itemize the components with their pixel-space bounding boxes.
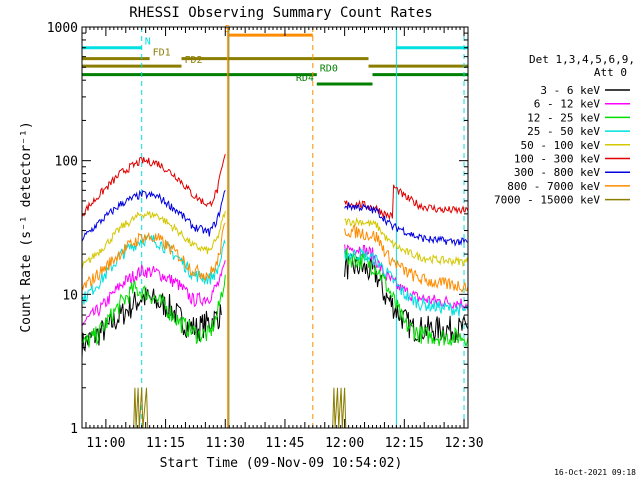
legend-label-7: 800 - 7000 keV: [507, 180, 600, 193]
series-line-6-12-kev-seg0: [81, 260, 226, 327]
plot-frame: [81, 26, 469, 429]
state-bar-label-fd2: FD2: [184, 55, 202, 66]
series-layer: [81, 153, 469, 429]
series-line-300-800-kev-seg0: [81, 189, 226, 242]
vertical-markers-layer: [141, 27, 465, 428]
chart-title: RHESSI Observing Summary Count Rates: [129, 5, 432, 21]
y-tick-label: 1: [70, 422, 78, 437]
series-line-300-800-kev-seg1: [344, 202, 469, 247]
x-axis-label: Start Time (09-Nov-09 10:54:02): [160, 456, 403, 471]
series-line-6-12-kev-seg1: [344, 244, 469, 310]
series-line-800-7000-kev-seg0: [81, 222, 226, 291]
legend-label-8: 7000 - 15000 keV: [494, 194, 600, 207]
legend-label-5: 100 - 300 keV: [514, 153, 600, 166]
legend-label-4: 50 - 100 keV: [521, 139, 601, 152]
state-bar-label-rd0: RD0: [320, 64, 338, 75]
legend-header-line2: Att 0: [594, 66, 627, 79]
state-bar-label-fd1: FD1: [153, 48, 171, 59]
x-tick-label: 12:30: [444, 436, 483, 451]
legend-label-0: 3 - 6 keV: [540, 84, 600, 97]
y-tick-label: 10: [62, 288, 78, 303]
x-tick-label: 11:30: [206, 436, 245, 451]
series-line-7000-15000-kev-seg1: [332, 387, 347, 429]
x-tick-label: 12:00: [325, 436, 364, 451]
series-line-100-300-kev-seg1: [344, 184, 469, 221]
series-line-7000-15000-kev-seg0: [133, 387, 149, 429]
series-line-12-25-kev-seg0: [81, 274, 226, 348]
legend-label-2: 12 - 25 keV: [527, 111, 600, 124]
legend-header-line1: Det 1,3,4,5,6,9,: [529, 53, 635, 66]
series-line-100-300-kev-seg0: [81, 153, 226, 217]
state-bar-label-n: N: [145, 37, 151, 48]
series-line-25-50-kev-seg1: [344, 248, 469, 317]
legend-label-6: 300 - 800 keV: [514, 166, 600, 179]
series-line-50-100-kev-seg1: [344, 216, 469, 268]
series-line-800-7000-kev-seg1: [344, 224, 469, 294]
y-tick-label: 1000: [47, 21, 78, 36]
state-bar-label-rd4: RD4: [296, 73, 314, 84]
x-tick-label: 11:45: [265, 436, 304, 451]
x-axis-ticks: 11:00 11:15 11:30 11:45 12:00 12:15 12:30: [81, 27, 484, 451]
x-tick-label: 12:15: [385, 436, 424, 451]
legend-label-3: 25 - 50 keV: [527, 125, 600, 138]
y-tick-label: 100: [55, 155, 78, 170]
legend-label-1: 6 - 12 keV: [534, 98, 601, 111]
x-tick-label: 11:00: [86, 436, 125, 451]
series-line-3-6-kev-seg1: [344, 252, 469, 343]
y-axis-label: Count Rate (s⁻¹ detector⁻¹): [19, 121, 34, 332]
state-bars-layer: NSFD1FD2RD0RD4: [82, 24, 468, 86]
y-axis-ticks: 1 10 100 1000: [47, 21, 468, 437]
series-line-25-50-kev-seg0: [81, 234, 226, 305]
x-tick-label: 11:15: [146, 436, 185, 451]
generated-timestamp: 16-Oct-2021 09:18: [554, 468, 636, 477]
series-line-50-100-kev-seg0: [81, 210, 226, 269]
